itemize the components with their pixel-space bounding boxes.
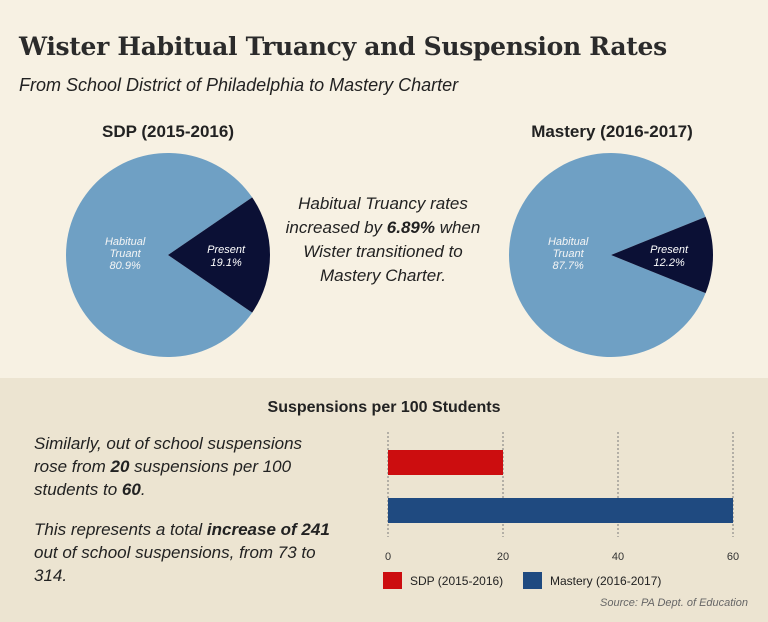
mastery-pie-slice-habitual-truant	[509, 153, 706, 358]
page-title: Wister Habitual Truancy and Suspension R…	[19, 32, 667, 61]
truancy-summary-before: Habitual Truancy rates increased by	[285, 194, 468, 237]
sdp-pie-chart: Habitual Truant 80.9% Present 19.1% Habitual T…	[66, 153, 713, 358]
suspension-paragraph-1: Similarly, out of school suspensions ros…	[34, 432, 334, 501]
mastery-pie-title: Mastery (2016-2017)	[531, 122, 693, 141]
mastery-pie-label-habitual-truant: Habitual Truant 87.7%	[548, 236, 589, 272]
source-note: Source: PA Dept. of Education	[600, 597, 748, 609]
mastery-pie-slice-present	[611, 216, 713, 294]
para1-text-a: Similarly, out of school suspensions ros…	[34, 434, 303, 476]
para1-text-e: .	[140, 480, 146, 499]
para1-value-20: 20	[110, 457, 130, 476]
truancy-increase-value: 6.89%	[386, 218, 435, 237]
mastery-pie-label-present: Present 12.2%	[650, 244, 689, 269]
para2-increase-value: increase of 241	[206, 520, 330, 539]
para1-text-c: suspensions per 100 students to	[34, 457, 292, 499]
sdp-pie-label-habitual-truant: Habitual Truant 80.9%	[105, 236, 146, 272]
para2-text-c: out of school suspensions, from 73 to 31…	[34, 543, 316, 585]
truancy-summary-after: when Wister transitioned to Mastery Char…	[303, 218, 481, 285]
truancy-summary: Habitual Truancy rates increased by 6.89…	[278, 192, 488, 288]
sdp-pie-title: SDP (2015-2016)	[102, 122, 234, 141]
sdp-pie-label-present: Present 19.1%	[207, 244, 246, 269]
para1-value-60: 60	[121, 480, 141, 499]
sdp-pie-slice-habitual-truant	[66, 153, 253, 357]
para2-text-a: This represents a total	[34, 520, 207, 539]
page-subtitle: From School District of Philadelphia to …	[19, 75, 459, 95]
suspension-paragraph-2: This represents a total increase of 241 …	[34, 518, 334, 587]
sdp-pie-slice-present	[168, 197, 271, 313]
bar-chart-title: Suspensions per 100 Students	[267, 399, 501, 416]
